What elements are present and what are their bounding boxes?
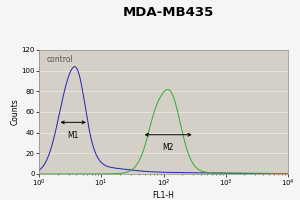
Text: control: control (46, 55, 73, 64)
Text: M2: M2 (163, 143, 174, 152)
Text: MDA-MB435: MDA-MB435 (122, 6, 214, 19)
X-axis label: FL1-H: FL1-H (153, 191, 174, 200)
Y-axis label: Counts: Counts (11, 99, 20, 125)
Text: M1: M1 (68, 131, 79, 140)
